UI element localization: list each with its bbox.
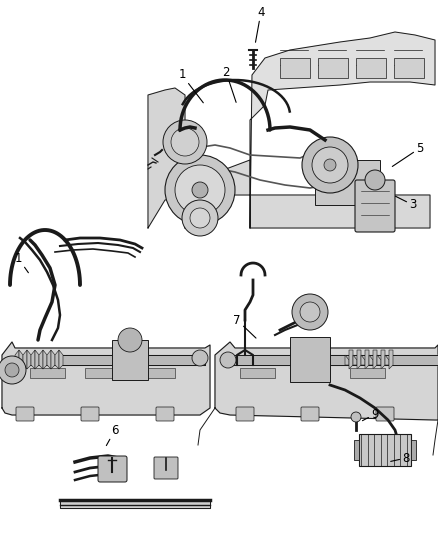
Text: 3: 3 [396,196,417,212]
Polygon shape [381,350,385,369]
Circle shape [190,208,210,228]
Bar [356,58,386,78]
FancyBboxPatch shape [16,407,34,421]
Polygon shape [43,350,47,369]
Bar [30,368,65,378]
Circle shape [220,352,236,368]
Polygon shape [35,350,39,369]
Polygon shape [55,350,59,369]
Circle shape [182,200,218,236]
Bar [350,368,385,378]
Bar [295,368,330,378]
Polygon shape [15,355,205,365]
FancyBboxPatch shape [154,457,178,479]
FancyBboxPatch shape [156,407,174,421]
Bar [315,160,380,205]
Polygon shape [15,350,19,369]
Bar [359,434,411,466]
Polygon shape [51,350,55,369]
Circle shape [5,363,19,377]
Polygon shape [60,500,210,508]
Polygon shape [373,350,377,369]
Bar [290,337,330,382]
Polygon shape [47,350,51,369]
FancyBboxPatch shape [355,180,395,232]
FancyBboxPatch shape [81,407,99,421]
Polygon shape [19,350,23,369]
Polygon shape [389,350,393,369]
Polygon shape [185,160,430,228]
Polygon shape [361,355,365,365]
Circle shape [192,182,208,198]
Circle shape [302,137,358,193]
Circle shape [300,302,320,322]
Text: 6: 6 [106,424,119,446]
Text: 4: 4 [255,5,265,42]
Circle shape [351,412,361,422]
Bar [85,368,120,378]
Circle shape [165,155,235,225]
Polygon shape [23,350,27,369]
Text: 1: 1 [178,69,203,103]
Circle shape [163,120,207,164]
FancyBboxPatch shape [301,407,319,421]
Bar [140,368,175,378]
Text: 2: 2 [222,66,236,102]
Circle shape [171,128,199,156]
Polygon shape [148,88,185,228]
Text: 5: 5 [392,141,424,166]
FancyBboxPatch shape [98,456,127,482]
Polygon shape [39,350,43,369]
Polygon shape [353,355,357,365]
Polygon shape [354,440,359,460]
Polygon shape [357,350,361,369]
Text: 8: 8 [391,451,410,464]
FancyBboxPatch shape [236,407,254,421]
Circle shape [0,356,26,384]
Circle shape [365,170,385,190]
Polygon shape [411,440,416,460]
Polygon shape [59,350,63,369]
Polygon shape [365,350,369,369]
FancyBboxPatch shape [376,407,394,421]
Polygon shape [385,355,389,365]
Polygon shape [345,355,349,365]
Text: 7: 7 [233,313,256,338]
Circle shape [175,165,225,215]
Circle shape [292,294,328,330]
Circle shape [192,350,208,366]
Bar [280,58,310,78]
Polygon shape [250,32,435,228]
Circle shape [118,328,142,352]
Text: 9: 9 [363,408,379,421]
Polygon shape [369,355,373,365]
Bar [318,58,348,78]
Bar [112,340,148,380]
Text: 1: 1 [14,252,28,273]
Bar [394,58,424,78]
Polygon shape [31,350,35,369]
Polygon shape [377,355,381,365]
Circle shape [312,147,348,183]
Polygon shape [27,350,31,369]
Polygon shape [349,350,353,369]
Bar [240,368,275,378]
Polygon shape [2,342,210,415]
Polygon shape [225,355,438,365]
Circle shape [324,159,336,171]
Polygon shape [215,342,438,420]
